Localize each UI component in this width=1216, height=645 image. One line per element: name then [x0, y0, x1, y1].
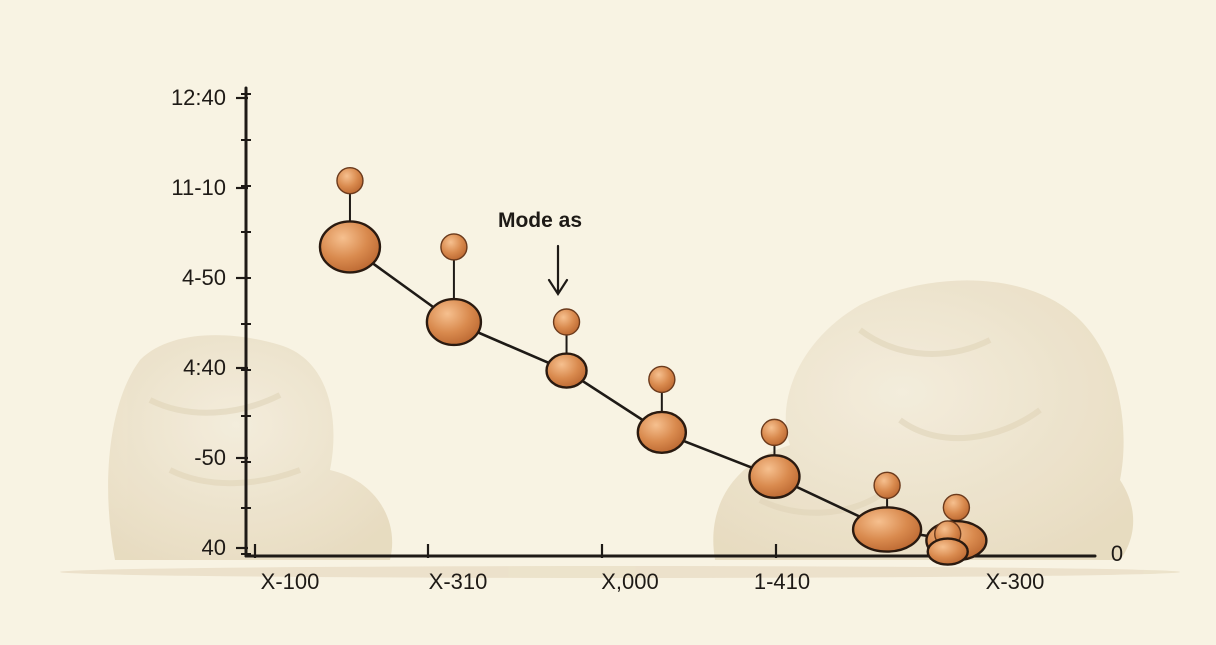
y-tick-label: 11-10	[171, 175, 226, 200]
marker-ball	[873, 471, 901, 500]
tick-labels: 12:40 11-10 4-50 4:40 -50 40 X-100 X-310 X,000 1-…	[171, 85, 1123, 594]
ground-shadow	[60, 566, 1180, 578]
annotation-group: Mode as	[498, 209, 582, 297]
data-point	[926, 537, 969, 566]
x-tick-label: X,000	[601, 569, 659, 594]
background-rocks	[60, 280, 1180, 578]
x-tick-label: X-100	[261, 569, 320, 594]
points-group	[318, 167, 988, 566]
y-tick-label: 40	[202, 535, 226, 560]
marker-ball	[336, 167, 364, 195]
rock-left	[108, 335, 393, 560]
annotation-arrow	[547, 244, 569, 297]
marker-ball	[942, 493, 971, 522]
data-point	[636, 410, 688, 454]
marker-ball	[648, 365, 676, 394]
rock-left-detail	[148, 392, 302, 487]
data-point	[318, 220, 382, 274]
x-axis-end-label: 0	[1111, 541, 1123, 566]
y-tick-label: 12:40	[171, 85, 226, 110]
rock-right	[713, 280, 1134, 560]
x-tick-label: 1-410	[754, 569, 810, 594]
x-tick-label: X-310	[429, 569, 488, 594]
annotation-label: Mode as	[498, 209, 582, 232]
marker-ball	[552, 308, 581, 336]
data-point	[851, 506, 923, 553]
x-tick-label: X-300	[986, 569, 1045, 594]
data-point	[425, 297, 483, 347]
marker-ball	[440, 233, 468, 261]
data-point	[545, 352, 588, 389]
y-tick-label: 4-50	[182, 265, 226, 290]
y-tick-label: 4:40	[183, 355, 226, 380]
marker-ball	[760, 418, 789, 447]
data-point	[748, 454, 801, 499]
y-tick-label: -50	[194, 445, 226, 470]
rock-right-detail	[758, 327, 1042, 516]
